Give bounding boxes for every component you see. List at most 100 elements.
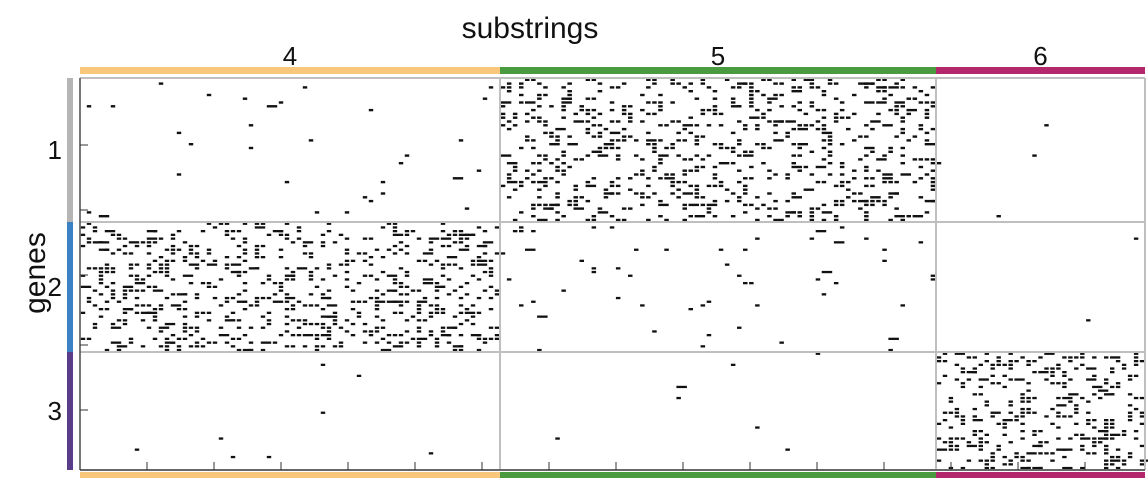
matrix-mark	[537, 105, 542, 108]
matrix-mark	[314, 304, 320, 307]
matrix-mark	[888, 93, 893, 97]
matrix-mark	[730, 97, 736, 100]
matrix-mark	[512, 188, 518, 191]
matrix-mark	[506, 278, 512, 281]
matrix-mark	[368, 108, 374, 112]
matrix-mark	[658, 139, 663, 142]
matrix-mark	[761, 203, 766, 207]
matrix-mark	[833, 241, 845, 244]
matrix-mark	[110, 322, 116, 326]
matrix-mark	[200, 345, 206, 348]
matrix-mark	[206, 93, 212, 97]
matrix-mark	[476, 311, 482, 314]
matrix-mark	[984, 404, 989, 407]
row-group-bar	[67, 352, 73, 470]
matrix-mark	[615, 177, 621, 180]
matrix-mark	[537, 116, 542, 119]
matrix-mark	[428, 311, 434, 314]
matrix-mark	[434, 311, 440, 314]
matrix-mark	[368, 199, 374, 203]
matrix-mark	[755, 90, 760, 93]
matrix-mark	[597, 90, 603, 93]
matrix-mark	[170, 244, 176, 248]
matrix-mark	[852, 139, 857, 142]
matrix-mark	[839, 203, 845, 207]
matrix-mark	[712, 177, 718, 180]
matrix-mark	[374, 326, 380, 329]
matrix-mark	[182, 300, 188, 303]
matrix-mark	[1008, 367, 1013, 370]
matrix-mark	[882, 86, 887, 89]
matrix-mark	[555, 139, 560, 142]
matrix-mark	[128, 341, 134, 344]
matrix-mark	[519, 180, 524, 184]
matrix-mark	[1020, 411, 1025, 414]
matrix-mark	[512, 169, 518, 172]
matrix-mark	[500, 154, 512, 157]
matrix-mark	[779, 120, 784, 123]
matrix-mark	[302, 322, 308, 326]
matrix-mark	[876, 112, 881, 116]
matrix-mark	[152, 259, 158, 262]
matrix-mark	[846, 188, 851, 191]
matrix-mark	[488, 267, 494, 270]
matrix-mark	[755, 124, 760, 127]
matrix-mark	[767, 78, 772, 81]
matrix-mark	[290, 241, 296, 244]
matrix-mark	[694, 188, 700, 191]
row-group-label: 1	[48, 135, 62, 165]
matrix-mark	[164, 322, 176, 326]
matrix-mark	[146, 263, 152, 266]
matrix-mark	[597, 146, 603, 150]
matrix-mark	[888, 348, 893, 352]
matrix-mark	[1020, 459, 1025, 462]
matrix-mark	[555, 135, 560, 138]
matrix-mark	[326, 315, 338, 318]
matrix-mark	[1014, 419, 1019, 422]
matrix-mark	[591, 116, 597, 119]
matrix-mark	[386, 341, 392, 344]
matrix-mark	[864, 86, 869, 89]
matrix-mark	[682, 127, 687, 131]
matrix-mark	[416, 341, 422, 344]
matrix-mark	[224, 267, 230, 270]
matrix-mark	[900, 304, 905, 307]
matrix-mark	[332, 319, 338, 322]
matrix-mark	[296, 226, 302, 229]
matrix-mark	[368, 330, 374, 333]
matrix-mark	[122, 285, 134, 288]
matrix-mark	[1020, 393, 1025, 396]
matrix-mark	[110, 282, 116, 285]
matrix-mark	[603, 188, 609, 191]
matrix-mark	[682, 86, 687, 89]
matrix-mark	[1098, 389, 1109, 392]
matrix-mark	[1115, 455, 1121, 459]
matrix-mark	[567, 93, 572, 97]
matrix-mark	[549, 203, 560, 207]
matrix-mark	[706, 211, 712, 214]
matrix-mark	[839, 199, 845, 203]
matrix-mark	[470, 233, 476, 236]
matrix-mark	[176, 173, 182, 176]
matrix-mark	[761, 162, 766, 165]
matrix-mark	[482, 97, 488, 100]
matrix-mark	[116, 348, 122, 352]
matrix-mark	[416, 337, 428, 340]
matrix-mark	[755, 108, 760, 112]
matrix-mark	[206, 311, 212, 314]
matrix-mark	[821, 108, 827, 112]
matrix-mark	[434, 296, 440, 300]
matrix-mark	[737, 326, 742, 329]
matrix-mark	[254, 256, 260, 259]
matrix-mark	[80, 233, 86, 236]
matrix-mark	[500, 112, 506, 116]
matrix-mark	[422, 282, 434, 285]
matrix-mark	[652, 192, 657, 195]
matrix-mark	[785, 131, 790, 135]
matrix-mark	[110, 289, 116, 292]
matrix-mark	[555, 437, 560, 440]
matrix-mark	[839, 101, 845, 104]
matrix-mark	[284, 315, 290, 318]
matrix-mark	[561, 150, 566, 153]
